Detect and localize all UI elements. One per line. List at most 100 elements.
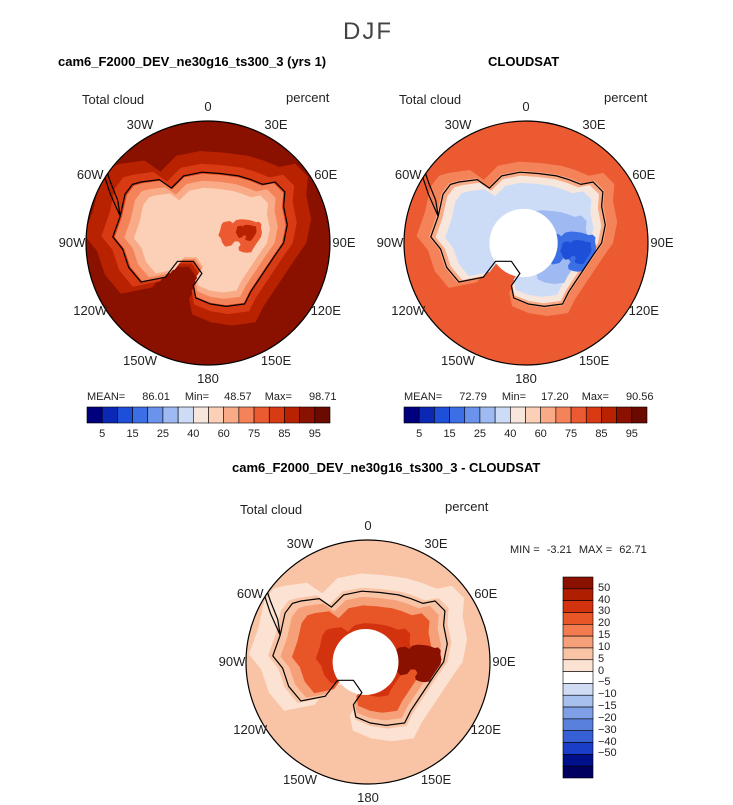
longitude-label: 60E [632, 167, 656, 182]
panel-diff-title: cam6_F2000_DEV_ne30g16_ts300_3 - CLOUDSA… [232, 460, 541, 475]
diff-colorbar-tick-label: −10 [598, 688, 617, 701]
mean-value: 86.01 [142, 391, 170, 403]
diff-colorbar-swatch [562, 671, 594, 684]
map-contour-band [392, 644, 442, 683]
diff-colorbar-tick-label: 20 [598, 617, 611, 630]
min-value: -3.21 [546, 544, 572, 556]
diff-colorbar-tick-label: −40 [598, 735, 617, 748]
longitude-label: 120E [470, 722, 501, 737]
diff-colorbar-swatch [562, 635, 594, 649]
longitude-label: 150W [441, 352, 475, 368]
model-colorbar-swatch [314, 406, 331, 424]
max-value: 90.56 [625, 391, 654, 403]
model-colorbar-tick-label: 5 [99, 428, 106, 440]
panel-model-units-label: percent [286, 90, 330, 105]
longitude-label: 0 [522, 99, 530, 114]
max-value: 98.71 [308, 391, 337, 403]
diff-colorbar-tick-label: 0 [598, 664, 605, 677]
diff-colorbar-tick-label: −5 [598, 676, 611, 689]
longitude-label: 30E [424, 536, 448, 552]
longitude-label: 60W [76, 167, 104, 182]
longitude-label: 90E [332, 235, 356, 250]
diff-colorbar-swatch [562, 730, 594, 743]
diff-colorbar-swatch [562, 612, 594, 625]
diff-colorbar-swatch [562, 659, 594, 672]
longitude-label: 30W [444, 117, 472, 133]
diff-colorbar-tick-label: 5 [598, 652, 605, 665]
obs-colorbar-tick-label: 40 [504, 428, 517, 440]
map-contour-band [133, 187, 270, 293]
obs-colorbar-tick-label: 75 [564, 428, 578, 440]
model-colorbar-tick-label: 40 [187, 428, 200, 440]
longitude-label: 60E [314, 167, 338, 182]
min-label: MIN = [510, 544, 540, 556]
figure-title: DJF [343, 18, 393, 45]
obs-colorbar-tick-label: 60 [534, 428, 547, 440]
max-value: 62.71 [619, 544, 647, 556]
diff-colorbar-swatch [562, 576, 594, 590]
model-colorbar-tick-label: 15 [126, 428, 139, 440]
min-value: 17.20 [541, 391, 569, 403]
antarctica-coastline [272, 590, 448, 727]
min-label: Min= [184, 391, 210, 403]
diff-colorbar-swatch [562, 754, 594, 767]
longitude-label: 60E [474, 586, 498, 601]
diff-colorbar-swatch [562, 647, 594, 661]
panel-obs-title: CLOUDSAT [488, 54, 560, 69]
longitude-label: 150W [123, 352, 157, 368]
panel-model-variable-label: Total cloud [82, 92, 145, 107]
min-value: 48.57 [224, 391, 252, 403]
panel-obs-stats: MEAN= 72.79 Min= 17.20 Max= 90.56 [404, 391, 654, 403]
diff-colorbar-tick-label: 10 [598, 640, 611, 653]
max-label: Max= [581, 391, 609, 403]
longitude-label: 90W [218, 654, 246, 669]
diff-colorbar-tick-label: −20 [598, 711, 617, 724]
panel-model-title: cam6_F2000_DEV_ne30g16_ts300_3 (yrs 1) [58, 54, 327, 69]
panel-obs-units-label: percent [604, 90, 648, 105]
diff-colorbar-tick-label: 30 [598, 605, 611, 618]
model-colorbar-tick-label: 25 [156, 428, 170, 440]
model-colorbar-tick-label: 75 [247, 428, 261, 440]
longitude-label: 120W [73, 303, 108, 318]
diff-colorbar-swatch [562, 765, 594, 779]
diff-colorbar-tick-label: −30 [598, 723, 617, 736]
diff-colorbar-tick-label: 15 [598, 629, 611, 642]
diff-colorbar-swatch [562, 742, 594, 755]
obs-colorbar-tick-label: 15 [443, 428, 456, 440]
mean-label: MEAN= [404, 391, 443, 403]
panel-model-stats: MEAN= 86.01 Min= 48.57 Max= 98.71 [87, 391, 337, 403]
longitude-label: 120E [310, 303, 341, 318]
max-label: Max= [264, 391, 292, 403]
longitude-label: 0 [364, 518, 372, 533]
antarctica-coastline [430, 171, 606, 308]
missing-data-region [332, 629, 399, 695]
obs-colorbar-tick-label: 25 [473, 428, 487, 440]
diff-colorbar-swatch [562, 706, 594, 720]
longitude-label: 0 [204, 99, 212, 114]
longitude-label: 30E [264, 117, 288, 133]
panel-diff-variable-label: Total cloud [240, 502, 303, 517]
diff-colorbar-tick-label: −15 [598, 700, 617, 713]
model-colorbar-tick-label: 85 [278, 428, 291, 440]
longitude-label: 150E [420, 771, 452, 787]
mean-value: 72.79 [459, 391, 487, 403]
map-border [245, 539, 491, 785]
obs-colorbar-swatch [631, 406, 648, 424]
map-border [85, 120, 331, 366]
longitude-label: 120W [233, 722, 268, 737]
diff-colorbar-swatch [562, 600, 594, 613]
panel-obs-variable-label: Total cloud [399, 92, 462, 107]
diff-colorbar-swatch [562, 683, 594, 696]
longitude-label: 90W [376, 235, 404, 250]
diff-colorbar-swatch [562, 623, 594, 637]
map-contour-band [235, 224, 257, 241]
longitude-label: 180 [197, 371, 219, 386]
longitude-label: 120W [391, 303, 426, 318]
longitude-label: 30E [582, 117, 606, 133]
map-fill-layer [246, 540, 490, 784]
panel-diff-units-label: percent [445, 499, 489, 514]
longitude-label: 150E [578, 352, 610, 368]
